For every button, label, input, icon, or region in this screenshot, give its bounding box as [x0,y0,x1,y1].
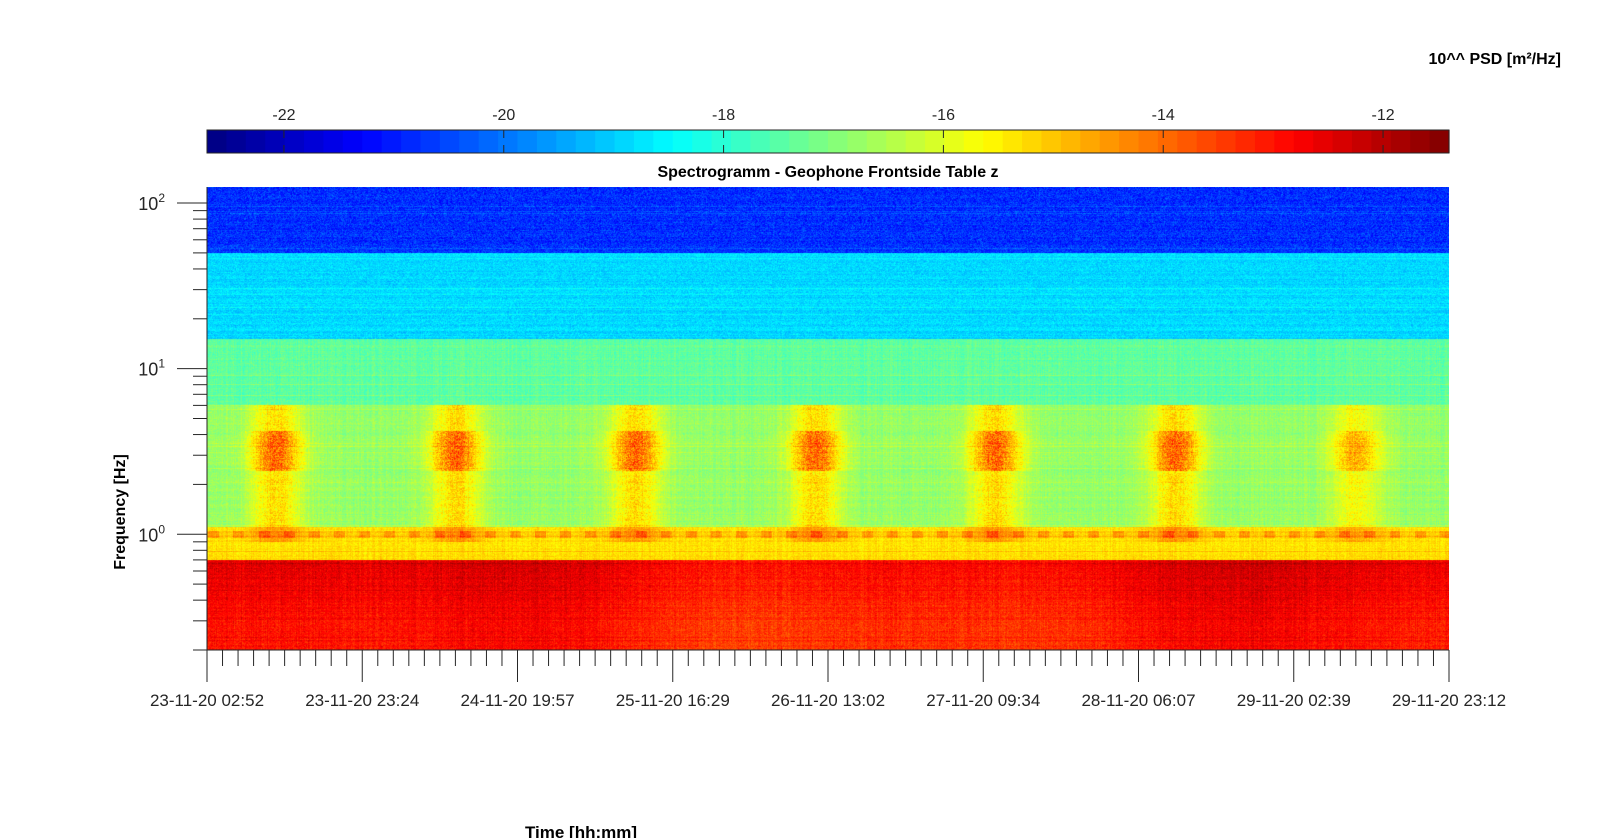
colorbar-segment [672,130,693,153]
x-tick-label: 29-11-20 23:12 [1392,691,1506,710]
colorbar-segment [711,130,732,153]
colorbar-segment [1254,130,1275,153]
colorbar-segment [245,130,266,153]
x-tick-label: 28-11-20 06:07 [1081,691,1195,710]
y-axis: 100 101 102 [138,187,208,651]
colorbar-segment [633,130,654,153]
colorbar-gradient [207,130,1450,153]
colorbar-segment [828,130,849,153]
plot-area [207,187,1449,650]
colorbar-segment [226,130,247,153]
colorbar-segment [420,130,441,153]
colorbar-segment [808,130,829,153]
colorbar-segment [1313,130,1334,153]
colorbar-ticks: -22 -20 -18 -16 -14 -12 [272,107,1395,153]
colorbar-segment [517,130,538,153]
colorbar-segment [304,130,325,153]
colorbar-segment [362,130,383,153]
colorbar-segment [459,130,480,153]
x-tick-label: 23-11-20 02:52 [150,691,264,710]
colorbar-segment [401,130,422,153]
x-tick-label: 29-11-20 02:39 [1237,691,1351,710]
colorbar-segment [769,130,790,153]
colorbar-segment [1022,130,1043,153]
colorbar-segment [1332,130,1353,153]
colorbar-segment [207,130,228,153]
colorbar-segment [653,130,674,153]
colorbar-segment [692,130,713,153]
colorbar-segment [1138,130,1159,153]
colorbar: -22 -20 -18 -16 -14 -12 [206,107,1450,154]
colorbar-segment [556,130,577,153]
colorbar-segment [963,130,984,153]
colorbar-segment [1216,130,1237,153]
spectrogram-heatmap [207,187,1449,650]
colorbar-segment [1080,130,1101,153]
colorbar-segment [866,130,887,153]
colorbar-segment [1293,130,1314,153]
colorbar-segment [614,130,635,153]
colorbar-segment [1235,130,1256,153]
colorbar-segment [1410,130,1431,153]
colorbar-segment [1371,130,1392,153]
colorbar-segment [381,130,402,153]
colorbar-segment [1351,130,1372,153]
x-tick-label: 27-11-20 09:34 [926,691,1040,710]
colorbar-segment [1002,130,1023,153]
colorbar-segment [1060,130,1081,153]
colorbar-tick-label: -20 [492,107,515,124]
x-tick-label: 23-11-20 23:24 [305,691,419,710]
x-axis-label: Time [hh:mm] [525,823,637,838]
colorbar-segment [595,130,616,153]
colorbar-segment [323,130,344,153]
colorbar-tick-label: -22 [272,107,295,124]
colorbar-segment [1119,130,1140,153]
colorbar-segment [575,130,596,153]
colorbar-segment [1177,130,1198,153]
colorbar-title: 10^^ PSD [m²/Hz] [1429,51,1561,68]
colorbar-segment [925,130,946,153]
x-tick-label: 24-11-20 19:57 [460,691,574,710]
y-tick-label: 100 [138,522,165,545]
colorbar-segment [284,130,305,153]
y-tick-label: 101 [138,357,165,380]
colorbar-segment [1041,130,1062,153]
colorbar-segment [1099,130,1120,153]
colorbar-segment [905,130,926,153]
x-tick-label: 26-11-20 13:02 [771,691,885,710]
colorbar-segment [886,130,907,153]
colorbar-segment [944,130,965,153]
colorbar-segment [1274,130,1295,153]
chart-title: Spectrogramm - Geophone Frontside Table … [657,164,998,181]
colorbar-segment [1157,130,1178,153]
colorbar-segment [498,130,519,153]
x-tick-label: 25-11-20 16:29 [616,691,730,710]
colorbar-tick-label: -16 [932,107,955,124]
colorbar-segment [750,130,771,153]
colorbar-segment [265,130,286,153]
colorbar-segment [730,130,751,153]
colorbar-tick-label: -18 [712,107,735,124]
colorbar-segment [439,130,460,153]
colorbar-segment [1429,130,1450,153]
colorbar-segment [1390,130,1411,153]
colorbar-tick-label: -14 [1152,107,1175,124]
colorbar-segment [847,130,868,153]
colorbar-frame [206,129,1450,154]
colorbar-segment [536,130,557,153]
x-axis: 23-11-20 02:52 23-11-20 23:24 24-11-20 19:… [150,649,1506,710]
y-axis-label: Frequency [Hz] [112,454,129,570]
colorbar-segment [1196,130,1217,153]
colorbar-segment [342,130,363,153]
colorbar-tick-label: -12 [1371,107,1394,124]
colorbar-segment [789,130,810,153]
y-tick-label: 102 [138,191,165,214]
colorbar-segment [983,130,1004,153]
colorbar-segment [478,130,499,153]
